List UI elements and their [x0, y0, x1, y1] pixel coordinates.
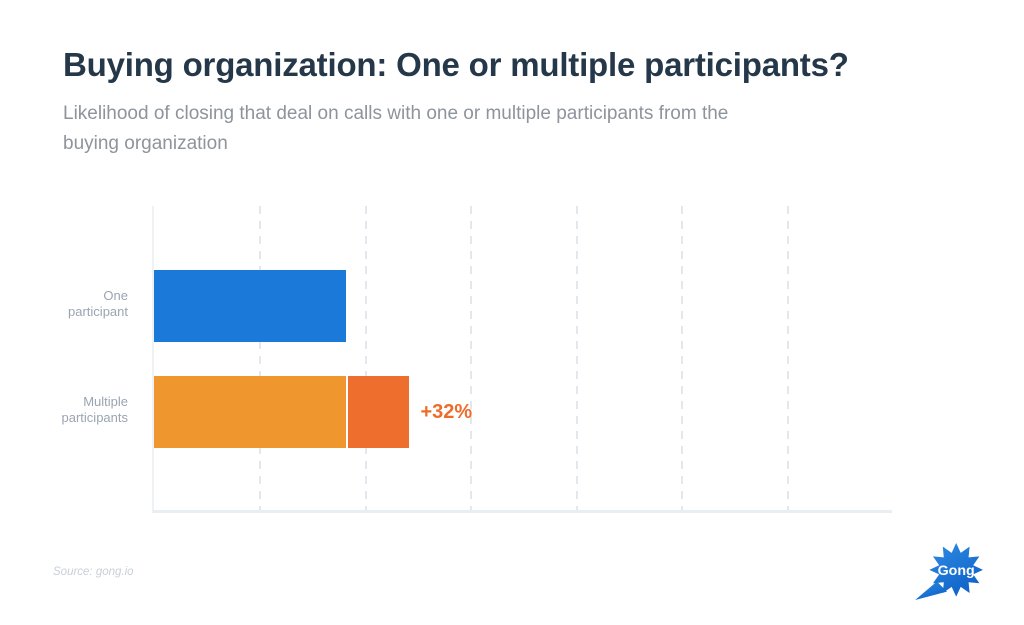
gridline — [681, 206, 684, 510]
category-label-one-participant: One participant — [0, 288, 128, 320]
gridline — [364, 206, 367, 510]
gong-logo-tail — [915, 581, 947, 600]
gridline — [259, 206, 262, 510]
plot-area: +32% — [152, 206, 892, 513]
bar-multiple-participants-extra — [346, 376, 410, 448]
bar-multiple-participants-base — [154, 376, 346, 448]
bar-row-one-participant — [154, 270, 346, 342]
gridline — [786, 206, 789, 510]
category-label-line: participants — [61, 410, 128, 425]
category-label-line: One — [103, 288, 128, 303]
gong-logo-starburst — [929, 543, 983, 597]
gong-logo-text: Gong — [938, 563, 975, 579]
gridline — [470, 206, 473, 510]
page-subtitle-line-2: buying organization — [63, 133, 228, 154]
page-title: Buying organization: One or multiple par… — [63, 46, 849, 83]
category-label-multiple-participants: Multiple participants — [0, 394, 128, 426]
source-note: Source: gong.io — [53, 566, 134, 578]
category-label-line: Multiple — [83, 394, 128, 409]
bar-one-participant — [154, 270, 346, 342]
uplift-annotation: +32% — [420, 400, 473, 423]
bar-row-multiple-participants: +32% — [154, 376, 472, 448]
category-label-line: participant — [68, 304, 128, 319]
page-subtitle-line-1: Likelihood of closing that deal on calls… — [63, 103, 729, 124]
gong-logo: Gong — [915, 543, 983, 600]
page-subtitle: Likelihood of closing that deal on calls… — [63, 99, 728, 159]
gridline — [575, 206, 578, 510]
